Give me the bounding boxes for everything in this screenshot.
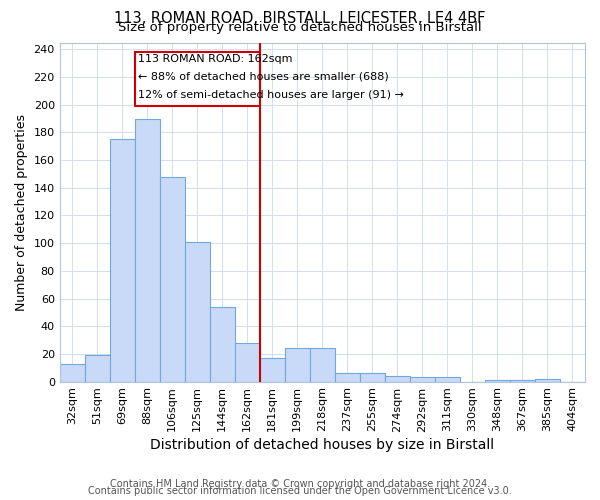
Bar [335, 374, 360, 382]
X-axis label: Distribution of detached houses by size in Birstall: Distribution of detached houses by size … [150, 438, 494, 452]
Text: Contains public sector information licensed under the Open Government Licence v3: Contains public sector information licen… [88, 486, 512, 496]
Bar [385, 376, 410, 382]
Text: Contains HM Land Registry data © Crown copyright and database right 2024.: Contains HM Land Registry data © Crown c… [110, 479, 490, 489]
Bar [185, 242, 210, 382]
Text: ← 88% of detached houses are smaller (688): ← 88% of detached houses are smaller (68… [138, 72, 389, 82]
Bar [410, 378, 435, 382]
Text: 113 ROMAN ROAD: 162sqm: 113 ROMAN ROAD: 162sqm [138, 54, 293, 64]
Bar [360, 374, 385, 382]
Text: Size of property relative to detached houses in Birstall: Size of property relative to detached ho… [118, 22, 482, 35]
Bar [510, 380, 535, 382]
Bar [535, 379, 560, 382]
Bar [135, 118, 160, 382]
FancyBboxPatch shape [135, 52, 260, 106]
Bar [485, 380, 510, 382]
Bar [310, 348, 335, 382]
Bar [235, 343, 260, 382]
Bar [110, 140, 135, 382]
Bar [59, 364, 85, 382]
Text: 12% of semi-detached houses are larger (91) →: 12% of semi-detached houses are larger (… [138, 90, 404, 100]
Bar [85, 356, 110, 382]
Bar [160, 176, 185, 382]
Bar [210, 307, 235, 382]
Text: 113, ROMAN ROAD, BIRSTALL, LEICESTER, LE4 4BF: 113, ROMAN ROAD, BIRSTALL, LEICESTER, LE… [115, 11, 485, 26]
Bar [260, 358, 285, 382]
Bar [435, 378, 460, 382]
Y-axis label: Number of detached properties: Number of detached properties [15, 114, 28, 310]
Bar [285, 348, 310, 382]
